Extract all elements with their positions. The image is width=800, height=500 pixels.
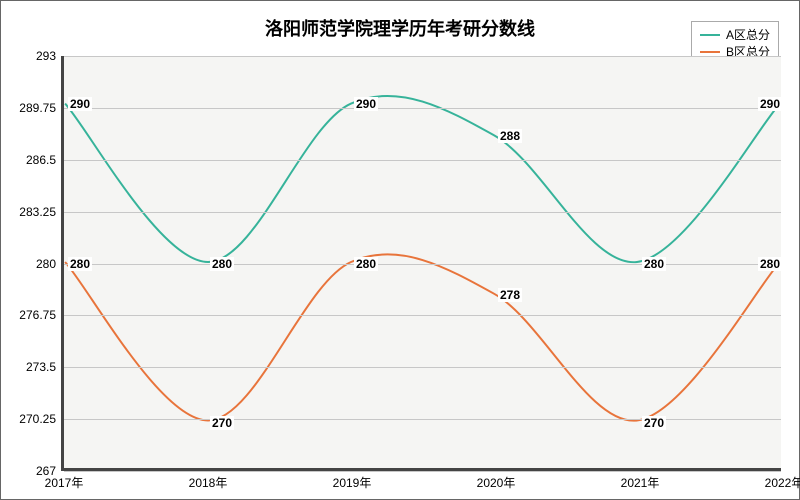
gridline: [64, 108, 781, 109]
gridline: [64, 160, 781, 161]
x-axis-label: 2017年: [45, 468, 84, 491]
data-label: 280: [210, 257, 234, 271]
gridline: [64, 56, 781, 57]
gridline: [64, 315, 781, 316]
gridline: [64, 212, 781, 213]
y-axis-label: 283.25: [19, 205, 64, 219]
data-label: 270: [642, 416, 666, 430]
y-axis-label: 286.5: [26, 153, 64, 167]
chart-title: 洛阳师范学院理学历年考研分数线: [1, 15, 799, 41]
y-axis-label: 289.75: [19, 101, 64, 115]
legend-item-a: A区总分: [700, 26, 770, 43]
series-line-b: [65, 254, 780, 420]
data-label: 280: [354, 257, 378, 271]
chart-container: 洛阳师范学院理学历年考研分数线 A区总分 B区总分 267270.25273.5…: [0, 0, 800, 500]
legend-swatch-a: [700, 34, 720, 36]
gridline: [64, 264, 781, 265]
x-axis-label: 2022年: [765, 468, 800, 491]
data-label: 290: [354, 97, 378, 111]
data-label: 290: [68, 97, 92, 111]
y-axis-label: 293: [36, 49, 64, 63]
legend-label-a: A区总分: [726, 26, 770, 43]
y-axis-label: 280: [36, 257, 64, 271]
y-axis-label: 276.75: [19, 308, 64, 322]
data-label: 280: [68, 257, 92, 271]
y-axis-label: 270.25: [19, 412, 64, 426]
series-line-a: [65, 96, 780, 262]
data-label: 290: [758, 97, 782, 111]
chart-lines: [64, 56, 781, 468]
data-label: 280: [642, 257, 666, 271]
data-label: 270: [210, 416, 234, 430]
plot-area: 267270.25273.5276.75280283.25286.5289.75…: [61, 56, 781, 471]
x-axis-label: 2018年: [189, 468, 228, 491]
data-label: 278: [498, 288, 522, 302]
data-label: 288: [498, 129, 522, 143]
gridline: [64, 419, 781, 420]
x-axis-label: 2021年: [621, 468, 660, 491]
gridline: [64, 471, 781, 472]
x-axis-label: 2020年: [477, 468, 516, 491]
y-axis-label: 273.5: [26, 360, 64, 374]
x-axis-label: 2019年: [333, 468, 372, 491]
data-label: 280: [758, 257, 782, 271]
gridline: [64, 367, 781, 368]
legend-swatch-b: [700, 51, 720, 53]
